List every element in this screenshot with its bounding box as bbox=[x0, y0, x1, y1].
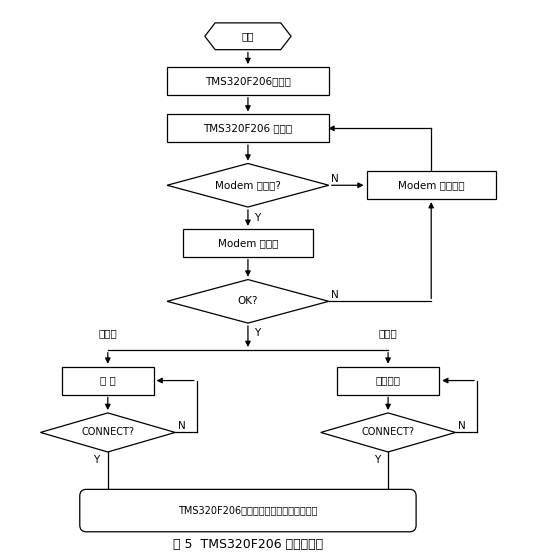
Bar bbox=[367, 171, 496, 199]
Polygon shape bbox=[167, 280, 329, 323]
Text: Y: Y bbox=[93, 455, 100, 465]
Text: TMS320F206初始化: TMS320F206初始化 bbox=[205, 76, 291, 86]
Text: CONNECT?: CONNECT? bbox=[81, 427, 134, 437]
Polygon shape bbox=[205, 23, 291, 50]
Text: Y: Y bbox=[374, 455, 380, 465]
Text: N: N bbox=[178, 421, 185, 431]
Text: 被叫端: 被叫端 bbox=[379, 328, 397, 338]
Text: TMS320F206 开异步: TMS320F206 开异步 bbox=[203, 123, 293, 133]
Text: N: N bbox=[458, 421, 466, 431]
Polygon shape bbox=[167, 163, 329, 207]
Text: Y: Y bbox=[254, 213, 261, 223]
Bar bbox=[62, 367, 154, 395]
Text: 主叫端: 主叫端 bbox=[99, 328, 117, 338]
FancyBboxPatch shape bbox=[80, 489, 416, 532]
Text: Modem 初始化: Modem 初始化 bbox=[218, 238, 278, 248]
Text: TMS320F206开同步口，进行同步数据传输: TMS320F206开同步口，进行同步数据传输 bbox=[178, 506, 317, 516]
Text: 拨 号: 拨 号 bbox=[100, 376, 116, 386]
Text: 开始: 开始 bbox=[241, 31, 254, 41]
Text: Modem 准备好?: Modem 准备好? bbox=[215, 180, 281, 190]
Text: Modem 重新复位: Modem 重新复位 bbox=[398, 180, 465, 190]
Polygon shape bbox=[321, 413, 455, 452]
Polygon shape bbox=[40, 413, 175, 452]
Text: N: N bbox=[331, 174, 339, 184]
Text: 等待应答: 等待应答 bbox=[376, 376, 400, 386]
Text: N: N bbox=[331, 290, 339, 300]
Bar bbox=[167, 114, 329, 142]
Text: Y: Y bbox=[254, 328, 261, 338]
Text: OK?: OK? bbox=[238, 296, 258, 306]
Bar bbox=[337, 367, 439, 395]
Bar bbox=[167, 67, 329, 95]
Text: 图 5  TMS320F206 程序流程图: 图 5 TMS320F206 程序流程图 bbox=[173, 538, 323, 551]
Bar bbox=[183, 229, 313, 257]
Text: CONNECT?: CONNECT? bbox=[362, 427, 414, 437]
